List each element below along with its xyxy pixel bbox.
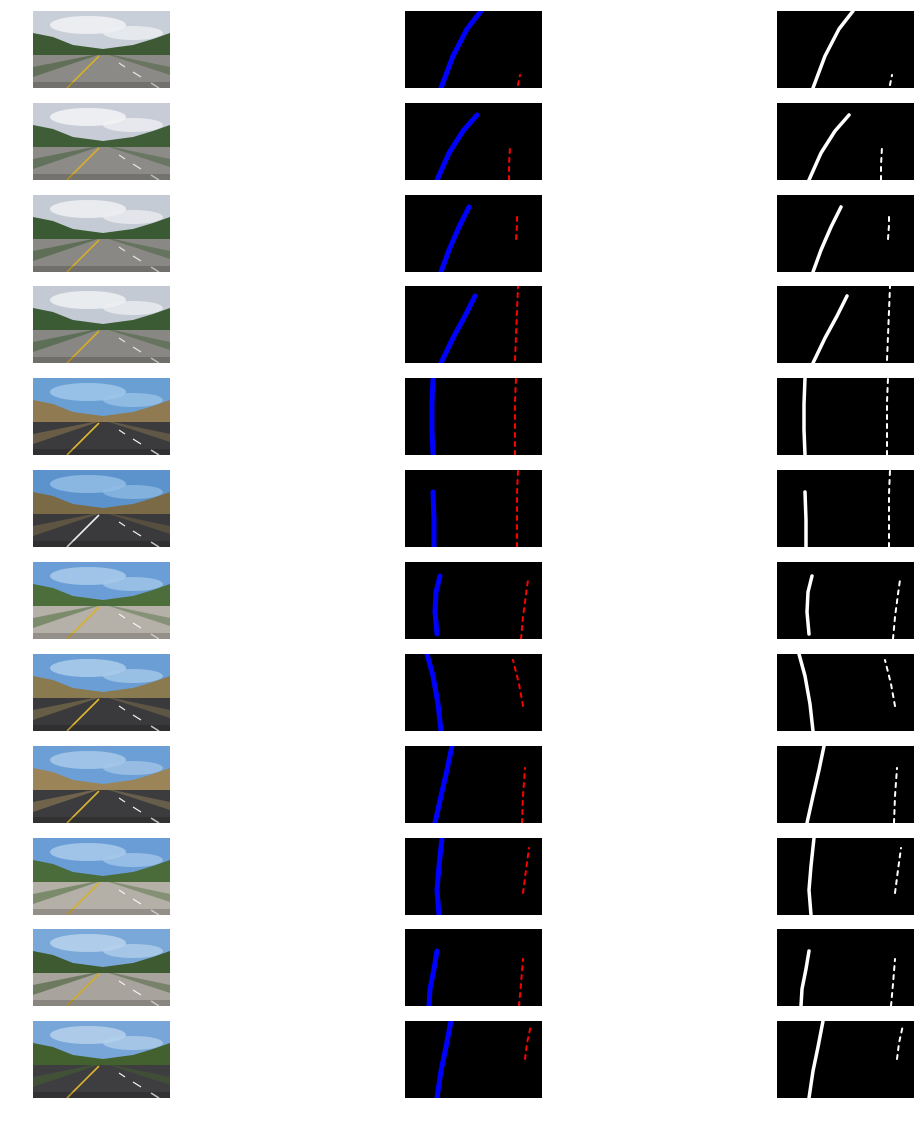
left-lane-pixels: [438, 11, 484, 88]
binary-threshold-image: [777, 195, 914, 272]
road-photo: [33, 378, 170, 455]
right-lane-pixels: [514, 378, 517, 455]
right-lane-binary: [896, 1024, 904, 1060]
road-photo: [33, 103, 170, 180]
image-row: [0, 1021, 924, 1098]
right-lane-binary: [890, 958, 896, 1006]
right-lane-binary: [886, 286, 891, 361]
right-lane-binary: [884, 659, 896, 707]
right-lane-pixels: [517, 74, 521, 86]
image-row: [0, 195, 924, 272]
binary-threshold-image: [777, 103, 914, 180]
left-lane-pixels: [438, 293, 478, 363]
image-row: [0, 103, 924, 180]
left-lane-binary: [807, 838, 816, 915]
lane-pixels-mask: [405, 195, 542, 272]
road-photo: [33, 195, 170, 272]
binary-threshold-image: [777, 929, 914, 1006]
right-lane-binary: [893, 767, 898, 823]
left-lane-binary: [802, 378, 807, 455]
left-lane-pixels: [429, 378, 436, 455]
left-lane-pixels: [434, 1021, 454, 1098]
binary-threshold-image: [777, 838, 914, 915]
left-lane-pixels: [434, 112, 480, 180]
road-photo: [33, 746, 170, 823]
right-lane-binary: [886, 378, 889, 455]
left-lane-pixels: [438, 204, 472, 272]
right-lane-pixels: [520, 579, 529, 639]
right-lane-binary: [892, 579, 901, 639]
left-lane-pixels: [434, 838, 445, 915]
right-lane-pixels: [521, 767, 526, 823]
left-lane-binary: [803, 490, 808, 547]
lane-pixels-mask: [405, 103, 542, 180]
road-photo: [33, 654, 170, 731]
right-lane-binary: [888, 470, 891, 547]
lane-pixels-mask: [405, 286, 542, 363]
road-photo: [33, 838, 170, 915]
image-row: [0, 838, 924, 915]
image-row: [0, 562, 924, 639]
lane-pixels-mask: [405, 11, 542, 88]
right-lane-pixels: [518, 958, 524, 1006]
road-photo: [33, 1021, 170, 1098]
binary-threshold-image: [777, 286, 914, 363]
image-row: [0, 378, 924, 455]
road-photo: [33, 470, 170, 547]
lane-pixels-mask: [405, 746, 542, 823]
right-lane-binary: [889, 74, 893, 86]
lane-pixels-mask: [405, 654, 542, 731]
left-lane-pixels: [432, 746, 455, 823]
left-lane-binary: [807, 113, 851, 180]
left-lane-binary: [797, 654, 815, 731]
left-lane-binary: [811, 11, 855, 88]
lane-pixels-mask: [405, 929, 542, 1006]
road-photo: [33, 562, 170, 639]
right-lane-pixels: [515, 212, 518, 240]
image-row: [0, 746, 924, 823]
left-lane-binary: [805, 574, 814, 636]
left-lane-pixels: [424, 654, 444, 731]
right-lane-binary: [894, 847, 902, 894]
lane-pixels-mask: [405, 1021, 542, 1098]
binary-threshold-image: [777, 11, 914, 88]
left-lane-binary: [811, 294, 849, 363]
left-lane-pixels: [432, 573, 443, 637]
right-lane-pixels: [512, 659, 524, 707]
lane-pixels-mask: [405, 378, 542, 455]
left-lane-binary: [799, 949, 811, 1006]
binary-threshold-image: [777, 1021, 914, 1098]
binary-threshold-image: [777, 378, 914, 455]
right-lane-pixels: [524, 1024, 532, 1060]
left-lane-binary: [805, 746, 826, 823]
lane-pixels-mask: [405, 838, 542, 915]
right-lane-binary: [887, 212, 890, 240]
left-lane-binary: [807, 1021, 825, 1098]
left-lane-binary: [811, 205, 843, 272]
lane-pixels-mask: [405, 470, 542, 547]
right-lane-pixels: [508, 146, 511, 180]
left-lane-pixels: [426, 948, 440, 1006]
road-photo: [33, 11, 170, 88]
image-row: [0, 654, 924, 731]
binary-threshold-image: [777, 746, 914, 823]
right-lane-pixels: [522, 847, 530, 894]
binary-threshold-image: [777, 654, 914, 731]
binary-threshold-image: [777, 470, 914, 547]
image-row: [0, 286, 924, 363]
image-row: [0, 470, 924, 547]
lane-pixels-mask: [405, 562, 542, 639]
image-row: [0, 11, 924, 88]
right-lane-pixels: [516, 470, 519, 547]
road-photo: [33, 929, 170, 1006]
right-lane-pixels: [514, 286, 519, 361]
binary-threshold-image: [777, 562, 914, 639]
image-row: [0, 929, 924, 1006]
road-photo: [33, 286, 170, 363]
right-lane-binary: [880, 146, 883, 180]
left-lane-pixels: [430, 489, 437, 547]
